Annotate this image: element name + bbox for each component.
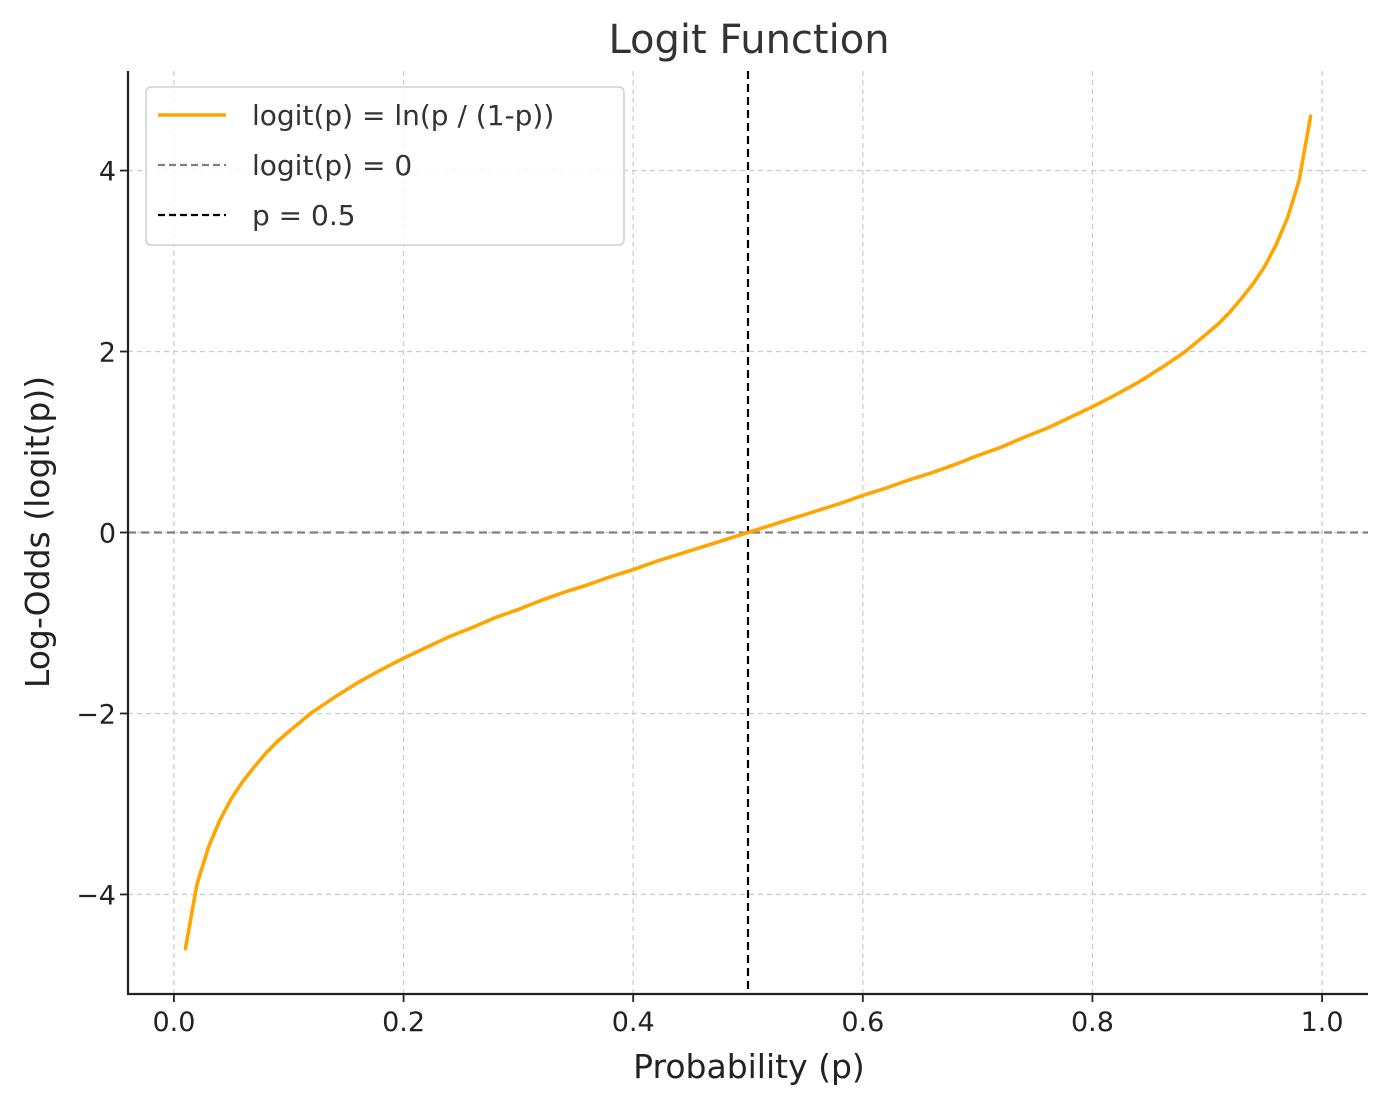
legend: logit(p) = ln(p / (1-p)) logit(p) = 0 p = … (145, 86, 625, 246)
legend-label-2: p = 0.5 (252, 199, 356, 232)
x-tick-label: 0.2 (382, 1007, 425, 1038)
y-tick-label: 4 (99, 157, 116, 188)
x-tick-label: 0.0 (152, 1007, 195, 1038)
y-axis-label: Log-Odds (logit(p)) (18, 376, 57, 688)
chart-title: Logit Function (608, 17, 889, 63)
y-tick-label: 2 (99, 338, 116, 369)
y-tick-label: −4 (76, 880, 116, 911)
y-tick-label: 0 (99, 519, 116, 550)
x-tick-label: 1.0 (1301, 1007, 1344, 1038)
legend-label-0: logit(p) = ln(p / (1-p)) (252, 99, 554, 132)
x-tick-label: 0.8 (1071, 1007, 1114, 1038)
x-tick-label: 0.4 (612, 1007, 655, 1038)
legend-label-1: logit(p) = 0 (252, 149, 412, 182)
y-tick-label: −2 (76, 699, 116, 730)
legend-box (145, 86, 625, 246)
x-axis-label: Probability (p) (633, 1047, 865, 1086)
x-tick-label: 0.6 (841, 1007, 884, 1038)
series-layer (183, 114, 1313, 951)
series-line-logit (183, 114, 1313, 951)
ticks: 0.0 0.2 0.4 0.6 0.8 1.0 −4 −2 0 2 4 (76, 157, 1343, 1038)
